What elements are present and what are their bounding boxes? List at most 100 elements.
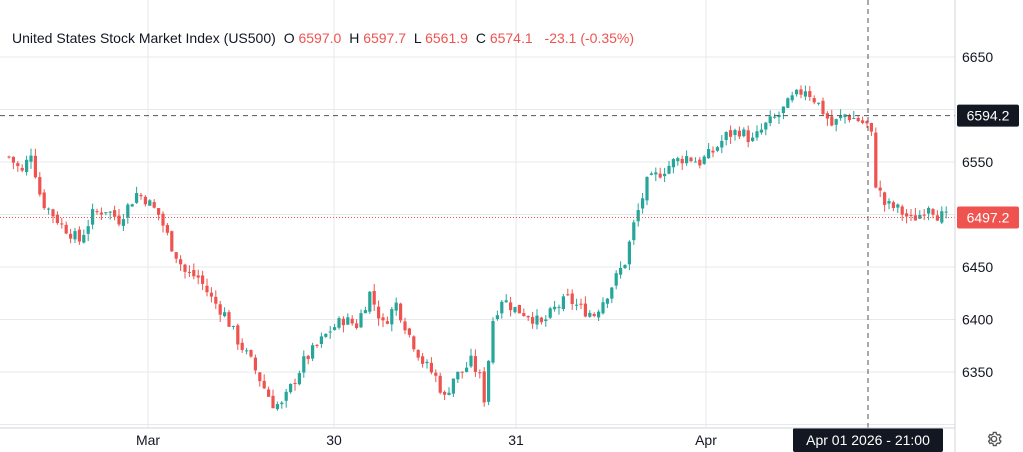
candle-body xyxy=(482,371,486,403)
candle-body xyxy=(183,264,187,272)
candle-body xyxy=(883,192,887,205)
candle-body xyxy=(751,137,755,142)
candle-body xyxy=(817,102,821,104)
candle-body xyxy=(170,231,174,252)
candle-body xyxy=(165,225,169,233)
candle-body xyxy=(135,193,139,203)
candle-body xyxy=(905,213,909,217)
candle-body xyxy=(236,325,240,345)
candle-body xyxy=(130,204,134,207)
candle-body xyxy=(808,91,812,98)
candle-body xyxy=(803,91,807,97)
candle-body xyxy=(73,231,77,240)
candle-body xyxy=(742,129,746,137)
candle-body xyxy=(909,214,913,216)
candle-body xyxy=(192,269,196,277)
legend-open-label: O xyxy=(283,30,295,46)
candle-body xyxy=(513,307,517,313)
candle-body xyxy=(891,202,895,209)
candle-body xyxy=(473,356,477,372)
candle-body xyxy=(579,303,583,305)
candle-body xyxy=(918,215,922,219)
candle-body xyxy=(258,372,262,382)
candle-body xyxy=(355,323,359,328)
candle-body xyxy=(671,159,675,168)
candle-body xyxy=(293,382,297,384)
candle-body xyxy=(253,357,257,371)
candle-body xyxy=(553,306,557,310)
candle-body xyxy=(214,296,218,304)
last-price-label-bg xyxy=(957,206,1019,229)
legend-low-label: L xyxy=(413,30,422,46)
candle-body xyxy=(69,233,73,239)
candle-body xyxy=(104,212,108,214)
legend-open-value: 6597.0 xyxy=(298,30,342,46)
candle-body xyxy=(605,298,609,304)
candle-body xyxy=(570,293,574,304)
candle-body xyxy=(20,167,24,171)
candle-body xyxy=(91,209,95,225)
candle-body xyxy=(487,360,491,402)
candle-body xyxy=(363,310,367,314)
candle-body xyxy=(99,212,103,215)
candle-body xyxy=(539,317,543,323)
candle-body xyxy=(377,306,381,319)
candle-body xyxy=(707,149,711,159)
candle-body xyxy=(583,303,587,317)
candle-body xyxy=(619,267,623,275)
candle-body xyxy=(610,287,614,299)
candle-body xyxy=(143,196,147,205)
candle-body xyxy=(729,130,733,137)
candle-body xyxy=(86,226,90,234)
gear-icon[interactable] xyxy=(985,430,1003,448)
candle-body xyxy=(205,285,209,293)
candle-body xyxy=(33,155,37,178)
candle-body xyxy=(878,187,882,191)
candle-body xyxy=(588,312,592,317)
candle-body xyxy=(390,309,394,325)
candle-body xyxy=(689,157,693,162)
candle-body xyxy=(381,317,385,321)
candle-body xyxy=(95,211,99,213)
candle-body xyxy=(350,318,354,324)
candle-body xyxy=(522,313,526,316)
candle-body xyxy=(372,291,376,305)
candle-body xyxy=(315,344,319,346)
candle-body xyxy=(614,273,618,286)
candle-body xyxy=(799,89,803,95)
candle-body xyxy=(821,100,825,115)
candle-body xyxy=(531,317,535,324)
candle-body xyxy=(654,172,658,175)
candle-body xyxy=(55,214,59,224)
candle-body xyxy=(306,355,310,360)
candle-body xyxy=(341,318,345,326)
candle-body xyxy=(698,159,702,166)
candle-body xyxy=(535,315,539,325)
candle-body xyxy=(187,271,191,273)
candle-body xyxy=(368,291,372,312)
legend-change: -23.1 (-0.35%) xyxy=(544,30,635,46)
crosshair-price-label: 6594.2 xyxy=(967,108,1010,124)
candle-body xyxy=(394,302,398,311)
candle-body xyxy=(852,118,856,120)
candle-body xyxy=(311,345,315,359)
candle-body xyxy=(548,308,552,318)
x-tick-label: 30 xyxy=(326,432,342,448)
candle-body xyxy=(174,252,178,259)
candle-body xyxy=(861,120,865,123)
candle-body xyxy=(680,158,684,164)
candle-body xyxy=(544,319,548,322)
candle-body xyxy=(795,89,799,95)
candle-body xyxy=(443,391,447,395)
candle-body xyxy=(790,95,794,101)
candle-body xyxy=(121,219,125,226)
candle-body xyxy=(148,200,152,206)
candle-body xyxy=(693,161,697,163)
candle-body xyxy=(328,331,332,333)
candle-body xyxy=(262,380,266,389)
candle-body xyxy=(702,156,706,164)
candle-body xyxy=(847,115,851,120)
candle-body xyxy=(504,300,508,303)
candle-body xyxy=(627,241,631,265)
